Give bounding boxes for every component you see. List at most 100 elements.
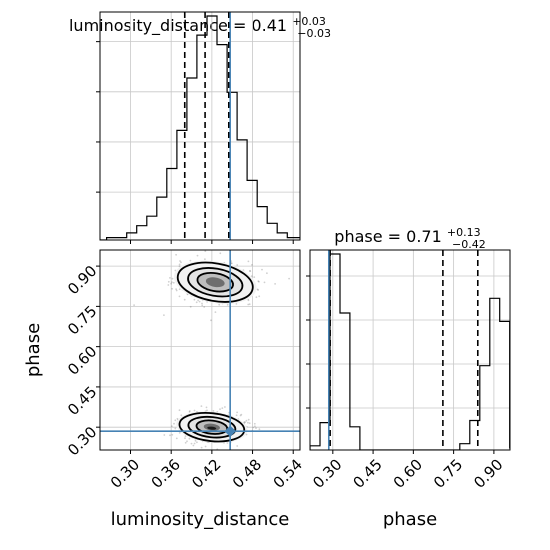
scatter-point bbox=[263, 281, 266, 284]
title-value: phase = 0.71 bbox=[334, 227, 441, 246]
scatter-point bbox=[170, 282, 173, 285]
scatter-point bbox=[184, 435, 187, 437]
scatter-point bbox=[274, 283, 276, 285]
contour-line bbox=[196, 271, 234, 293]
scatter-point bbox=[188, 437, 191, 440]
scatter-point bbox=[200, 446, 203, 449]
scatter-point bbox=[230, 262, 233, 265]
scatter-point bbox=[167, 280, 170, 283]
scatter-point bbox=[258, 428, 261, 431]
density-fill bbox=[205, 277, 225, 288]
y-tick-label: 0.45 bbox=[64, 383, 100, 419]
scatter-point bbox=[173, 422, 175, 425]
scatter-point bbox=[175, 288, 178, 290]
scatter-point bbox=[174, 419, 177, 422]
scatter-point bbox=[250, 275, 253, 278]
scatter-point bbox=[169, 434, 171, 437]
axes-frame bbox=[99, 11, 301, 241]
scatter-point bbox=[163, 434, 166, 436]
scatter-point bbox=[226, 442, 229, 444]
scatter-point bbox=[178, 409, 181, 412]
scatter-point bbox=[178, 295, 181, 298]
scatter-point bbox=[261, 268, 263, 271]
scatter-point bbox=[258, 280, 260, 283]
scatter-point bbox=[236, 445, 239, 447]
scatter-point bbox=[245, 419, 248, 422]
scatter-point bbox=[189, 259, 192, 262]
scatter-point bbox=[210, 319, 212, 322]
scatter-point bbox=[180, 261, 182, 264]
scatter-point bbox=[254, 425, 256, 428]
scatter-point bbox=[163, 314, 165, 316]
x-tick-label: 0.48 bbox=[229, 456, 265, 492]
scatter-point bbox=[218, 303, 221, 306]
scatter-point bbox=[193, 298, 196, 301]
y-axis-label-phase: phase bbox=[23, 323, 44, 377]
scatter-point bbox=[176, 417, 179, 420]
histogram-bars bbox=[310, 253, 510, 450]
grid bbox=[100, 12, 300, 240]
scatter-point bbox=[204, 250, 207, 253]
scatter-point bbox=[183, 298, 186, 301]
x-tick-label: 0.30 bbox=[107, 456, 143, 492]
scatter-point bbox=[178, 432, 181, 434]
scatter-point bbox=[180, 414, 183, 417]
scatter-point bbox=[171, 277, 174, 280]
scatter-point bbox=[244, 421, 247, 423]
scatter-point bbox=[204, 258, 206, 261]
scatter-point bbox=[288, 277, 290, 280]
axes-frame bbox=[309, 249, 511, 451]
y-tick-label: 0.75 bbox=[64, 302, 100, 338]
scatter-point bbox=[169, 277, 171, 279]
x-tick-label: 0.90 bbox=[470, 456, 506, 492]
scatter-point bbox=[235, 414, 238, 417]
scatter-point bbox=[236, 264, 239, 266]
scatter-point bbox=[247, 260, 250, 263]
scatter-point bbox=[253, 422, 256, 425]
x-tick-label: 0.45 bbox=[349, 456, 385, 492]
scatter-point bbox=[240, 413, 243, 416]
x-axis-label-phase: phase bbox=[383, 509, 437, 530]
y-tick-label: 0.60 bbox=[64, 342, 100, 378]
histogram-step-line bbox=[310, 253, 510, 450]
scatter-point bbox=[251, 264, 253, 266]
y-tick-label: 0.90 bbox=[64, 262, 100, 298]
scatter-point bbox=[253, 276, 256, 278]
scatter-point bbox=[252, 426, 255, 429]
scatter-point bbox=[184, 437, 186, 440]
x-tick-label: 0.60 bbox=[390, 456, 426, 492]
scatter-point bbox=[133, 304, 136, 306]
scatter-point bbox=[248, 303, 251, 306]
scatter-point bbox=[204, 445, 207, 448]
scatter-point bbox=[201, 302, 203, 305]
scatter-point bbox=[188, 411, 191, 413]
scatter-point bbox=[195, 301, 198, 304]
x-axis-label-luminosity-distance: luminosity_distance bbox=[111, 509, 290, 530]
x-tick-label: 0.42 bbox=[188, 456, 224, 492]
scatter-point bbox=[257, 289, 259, 291]
scatter-point bbox=[249, 270, 252, 272]
scatter-point bbox=[171, 433, 174, 436]
scatter-point bbox=[239, 414, 242, 417]
contour-line bbox=[187, 267, 244, 298]
scatter-point bbox=[247, 299, 250, 302]
scatter-point bbox=[171, 281, 173, 283]
scatter-point bbox=[266, 272, 268, 275]
hist-phase-title: phase = 0.71 +0.13 −0.42 bbox=[334, 221, 485, 251]
scatter-point bbox=[174, 427, 177, 430]
scatter-point bbox=[196, 254, 199, 257]
scatter-point bbox=[249, 270, 251, 272]
scatter-point bbox=[193, 409, 196, 412]
scatter-point bbox=[196, 441, 198, 444]
y-tick-label: 0.30 bbox=[64, 423, 100, 459]
scatter-point bbox=[175, 437, 178, 440]
x-tick-label: 0.54 bbox=[270, 456, 306, 492]
scatter-point bbox=[235, 303, 238, 305]
x-tick-label: 0.75 bbox=[430, 456, 466, 492]
hist-luminosity-distance-title: luminosity_distance = 0.41 +0.03 −0.03 bbox=[69, 10, 331, 40]
scatter-point bbox=[221, 407, 224, 409]
scatter-point bbox=[178, 263, 181, 266]
scatter-point bbox=[224, 406, 226, 408]
scatter-point bbox=[175, 289, 178, 292]
scatter-point bbox=[257, 280, 260, 282]
